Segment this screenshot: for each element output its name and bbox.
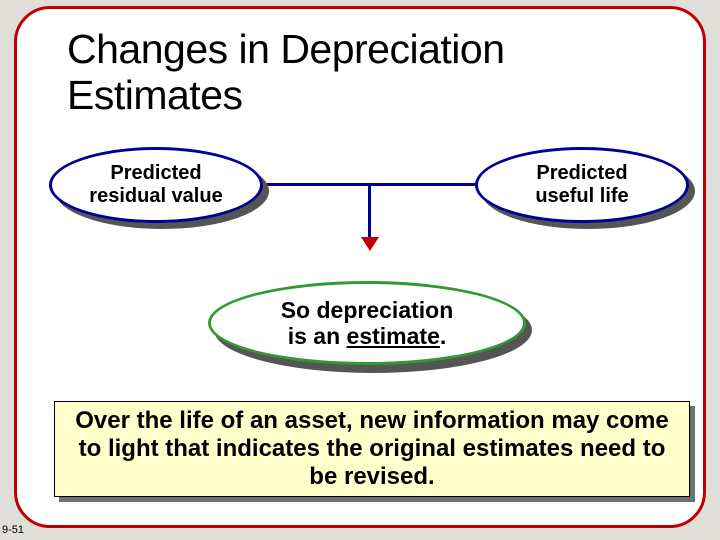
node-right-label: Predicted useful life <box>535 162 628 208</box>
node-depreciation-estimate: So depreciation is an estimate. <box>208 281 526 365</box>
node-predicted-useful-life: Predicted useful life <box>475 147 689 223</box>
connector-arrowhead-icon <box>361 237 379 251</box>
node-left-label: Predicted residual value <box>89 162 222 208</box>
info-box: Over the life of an asset, new informati… <box>54 401 690 497</box>
node-bottom-label: So depreciation is an estimate. <box>281 297 454 350</box>
page-number: 9-51 <box>2 524 24 536</box>
connector-vertical <box>368 183 371 241</box>
node-predicted-residual-value: Predicted residual value <box>49 147 263 223</box>
slide-frame: Changes in Depreciation Estimates Predic… <box>14 6 706 528</box>
info-text: Over the life of an asset, new informati… <box>73 407 671 492</box>
slide-title: Changes in Depreciation Estimates <box>67 27 567 119</box>
